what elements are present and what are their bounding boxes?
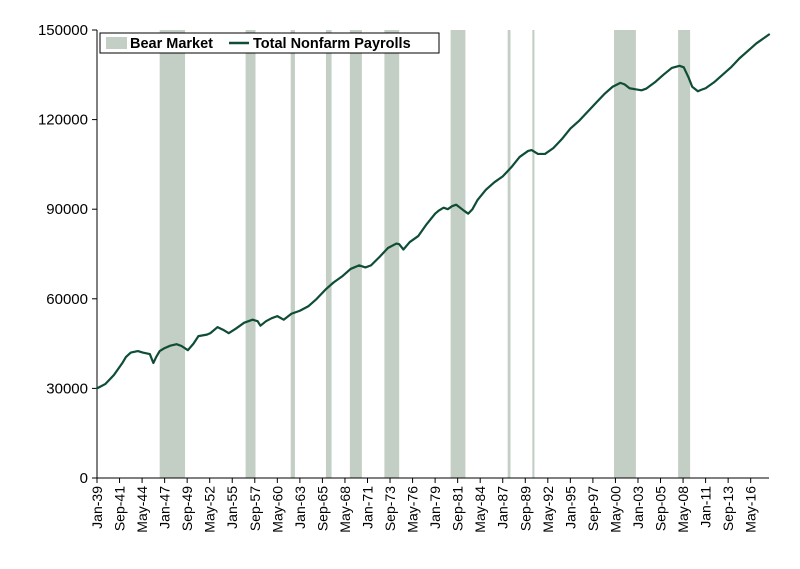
x-tick-label: May-92 bbox=[540, 486, 556, 533]
bear-market-band bbox=[614, 30, 636, 478]
x-tick-label: Sep-05 bbox=[653, 486, 669, 531]
bear-market-band bbox=[349, 30, 362, 478]
y-axis-ticks: 0 30000 60000 90000 120000 150000 bbox=[38, 22, 97, 487]
x-tick-label: Jan-71 bbox=[359, 486, 375, 529]
legend-swatch-bear-market bbox=[106, 37, 127, 49]
x-tick-label: May-08 bbox=[675, 486, 691, 533]
bear-market-bands bbox=[159, 30, 691, 478]
series-line-total-nonfarm-payrolls bbox=[95, 33, 771, 390]
x-tick-label: Sep-97 bbox=[585, 486, 601, 531]
legend-label-bear-market: Bear Market bbox=[130, 36, 213, 52]
legend-box bbox=[99, 32, 440, 54]
series-lines bbox=[95, 33, 771, 390]
bear-market-band bbox=[384, 30, 400, 478]
x-tick-label: Jan-11 bbox=[698, 486, 714, 528]
x-tick-label: May-44 bbox=[134, 486, 150, 533]
bear-market-band bbox=[450, 30, 466, 478]
x-tick-label: Jan-03 bbox=[630, 486, 646, 529]
x-tick-label: Sep-73 bbox=[382, 486, 398, 531]
x-tick-label: Sep-89 bbox=[517, 486, 533, 531]
x-tick-label: Sep-57 bbox=[247, 486, 263, 531]
x-tick-label: Jan-79 bbox=[427, 486, 443, 529]
chart-axes bbox=[96, 30, 769, 479]
x-tick-label: Jan-87 bbox=[495, 486, 511, 529]
y-tick-label: 90000 bbox=[46, 201, 88, 218]
bear-market-band bbox=[245, 30, 256, 478]
y-tick-label: 150000 bbox=[38, 22, 88, 39]
x-tick-label: May-60 bbox=[269, 486, 285, 533]
y-tick-label: 30000 bbox=[46, 380, 88, 397]
bear-market-band bbox=[507, 30, 511, 478]
x-tick-label: Jan-55 bbox=[224, 486, 240, 529]
x-tick-label: Sep-41 bbox=[112, 486, 128, 531]
x-tick-label: May-52 bbox=[202, 486, 218, 533]
bear-market-band bbox=[678, 30, 691, 478]
x-tick-label: Jan-95 bbox=[562, 486, 578, 529]
x-tick-label: May-16 bbox=[743, 486, 759, 533]
x-axis-ticks: Jan-39 Sep-41 May-44 Jan-47 Sep-49 May-52 Jan-… bbox=[89, 478, 759, 533]
x-tick-label: Jan-63 bbox=[292, 486, 308, 529]
bear-market-band bbox=[159, 30, 186, 478]
x-tick-label: May-00 bbox=[607, 486, 623, 533]
y-tick-label: 60000 bbox=[46, 291, 88, 308]
x-tick-label: Sep-65 bbox=[314, 486, 330, 531]
y-tick-label: 120000 bbox=[38, 112, 88, 129]
y-tick-label: 0 bbox=[80, 470, 88, 487]
x-tick-label: Sep-13 bbox=[720, 486, 736, 531]
bear-market-band bbox=[532, 30, 535, 478]
legend-label-payrolls: Total Nonfarm Payrolls bbox=[253, 36, 411, 52]
bear-market-band bbox=[325, 30, 332, 478]
x-tick-label: Jan-47 bbox=[157, 486, 173, 529]
legend: Bear Market Total Nonfarm Payrolls bbox=[99, 32, 440, 54]
x-tick-label: Sep-81 bbox=[450, 486, 466, 531]
x-tick-label: Sep-49 bbox=[179, 486, 195, 531]
x-tick-label: May-84 bbox=[472, 486, 488, 533]
x-tick-label: May-68 bbox=[337, 486, 353, 533]
x-tick-label: May-76 bbox=[405, 486, 421, 533]
x-tick-label: Jan-39 bbox=[89, 486, 105, 529]
bear-market-band bbox=[290, 30, 295, 478]
